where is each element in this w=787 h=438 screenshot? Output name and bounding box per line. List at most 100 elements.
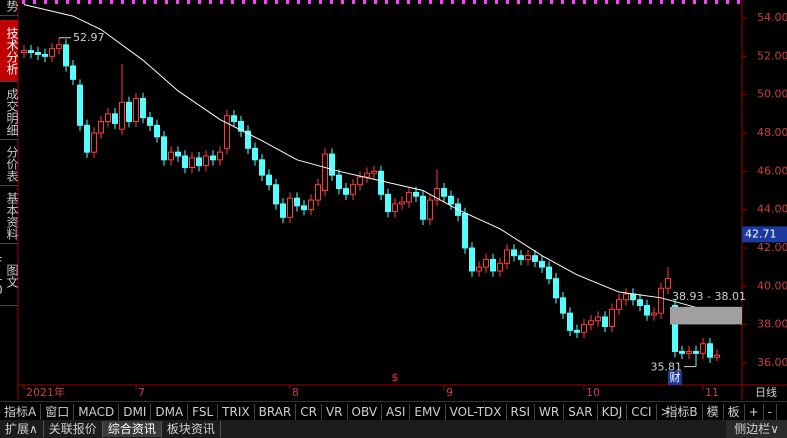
event-marker-bg — [668, 371, 682, 385]
candle-body — [609, 308, 615, 328]
candle-body — [28, 50, 34, 54]
candle-body — [42, 53, 48, 57]
candle-body — [441, 188, 447, 197]
bottom-tab[interactable]: 关联报价 — [44, 421, 103, 437]
candle-body — [301, 205, 307, 211]
side-tab[interactable]: 成交明细 — [0, 84, 19, 140]
candle-body — [266, 174, 272, 186]
candle-body — [224, 115, 230, 149]
candle-body — [413, 191, 419, 197]
toolbar-button[interactable]: OBV — [348, 403, 383, 420]
toolbar-button[interactable]: > — [657, 403, 676, 420]
toolbar-button[interactable]: + — [745, 403, 764, 420]
toolbar-button[interactable]: 窗口 — [41, 403, 75, 420]
y-tick-label: 42.00 — [757, 241, 787, 254]
candle-body — [98, 120, 104, 134]
candle-body — [35, 52, 41, 55]
candle-body — [588, 320, 594, 326]
x-tick-label: 7 — [138, 386, 145, 399]
min-label: 35.81 — [651, 361, 683, 374]
toolbar-button[interactable]: TRIX — [218, 403, 255, 420]
candle-body — [231, 115, 237, 122]
candle-body — [483, 258, 489, 268]
toolbar-button[interactable]: - — [764, 403, 777, 420]
toolbar-button[interactable]: ASI — [382, 403, 411, 420]
toolbar-button[interactable]: 模 — [703, 403, 724, 420]
toolbar-button[interactable]: 板 — [724, 403, 745, 420]
toolbar-button[interactable]: WR — [535, 403, 565, 420]
bottom-tab[interactable]: 板块资讯 — [162, 421, 221, 437]
x-tick-label: 11 — [705, 386, 719, 399]
candle-body — [350, 184, 356, 195]
candle-body — [532, 255, 538, 262]
candle-body — [119, 101, 125, 130]
range-box — [670, 306, 742, 325]
sidebar-toggle[interactable]: 侧边栏∨ — [726, 420, 787, 438]
toolbar-button[interactable]: RSI — [507, 403, 536, 420]
candle-body — [49, 48, 55, 57]
candle-body — [308, 199, 314, 211]
toolbar-button[interactable]: CCI — [627, 403, 657, 420]
bottom-tab[interactable]: 综合资讯 — [102, 421, 162, 437]
candle-body — [511, 249, 517, 257]
candle-body — [322, 153, 328, 191]
candle-body — [392, 203, 398, 213]
side-tab[interactable]: 基本资料 — [0, 188, 19, 244]
candle-body — [385, 193, 391, 213]
toolbar-button[interactable]: 指标B — [661, 403, 703, 420]
candle-body — [623, 293, 629, 301]
candle-body — [294, 197, 300, 207]
range-label: 38.93 - 38.01 — [672, 290, 746, 303]
candle-body — [525, 255, 531, 260]
candle-body — [553, 278, 559, 299]
candle-body — [672, 304, 678, 352]
candle-body — [77, 84, 83, 126]
candle-body — [602, 316, 608, 328]
toolbar-button[interactable]: VOL-TDX — [446, 403, 507, 420]
toolbar-button[interactable]: MACD — [74, 403, 120, 420]
side-tab[interactable]: 技术分析 — [0, 20, 19, 82]
candle-body — [245, 130, 251, 149]
candle-body — [273, 184, 279, 205]
candle-body — [462, 212, 468, 249]
toolbar-button[interactable]: DMA — [151, 403, 189, 420]
candle-body — [357, 176, 363, 186]
y-tick-label: 36.00 — [757, 356, 787, 369]
last-price-box — [742, 226, 787, 243]
toolbar-button[interactable]: CR — [296, 403, 322, 420]
side-tab[interactable]: 图文F10 — [0, 246, 19, 306]
candle-body — [693, 350, 699, 354]
candle-body — [630, 293, 636, 301]
candle-body — [686, 350, 692, 354]
candle-body — [56, 44, 62, 50]
candle-body — [714, 354, 720, 358]
y-tick-label: 54.00 — [757, 11, 787, 24]
candle-body — [406, 191, 412, 203]
side-tab[interactable]: 势 — [0, 0, 19, 16]
toolbar-button[interactable]: 指标A — [0, 403, 42, 420]
candle-body — [371, 170, 377, 174]
candle-body — [203, 155, 209, 167]
candle-body — [616, 299, 622, 310]
indicator-toolbar: 指标A 窗口 MACD DMI DMA FSL TRIX BRAR CR VR OBV ASI EMV V… — [0, 401, 787, 421]
candle-body — [252, 147, 258, 161]
y-tick-label: 52.00 — [757, 49, 787, 62]
toolbar-button[interactable]: BRAR — [255, 403, 297, 420]
toolbar-button[interactable]: EMV — [410, 403, 446, 420]
toolbar-button[interactable]: KDJ — [598, 403, 628, 420]
toolbar-button[interactable]: DMI — [119, 403, 152, 420]
candle-body — [595, 316, 601, 322]
candle-body — [448, 195, 454, 205]
toolbar-button[interactable]: VR — [322, 403, 348, 420]
toolbar-button[interactable]: FSL — [188, 403, 219, 420]
y-tick-label: 40.00 — [757, 279, 787, 292]
candle-body — [168, 151, 174, 161]
candle-body — [154, 124, 160, 138]
bottom-tab[interactable]: 扩展∧ — [0, 421, 44, 437]
candle-body — [378, 170, 384, 195]
toolbar-button[interactable]: SAR — [564, 403, 598, 420]
y-tick-label: 46.00 — [757, 164, 787, 177]
side-tab[interactable]: 分价表 — [0, 142, 19, 186]
candle-body — [581, 324, 587, 333]
